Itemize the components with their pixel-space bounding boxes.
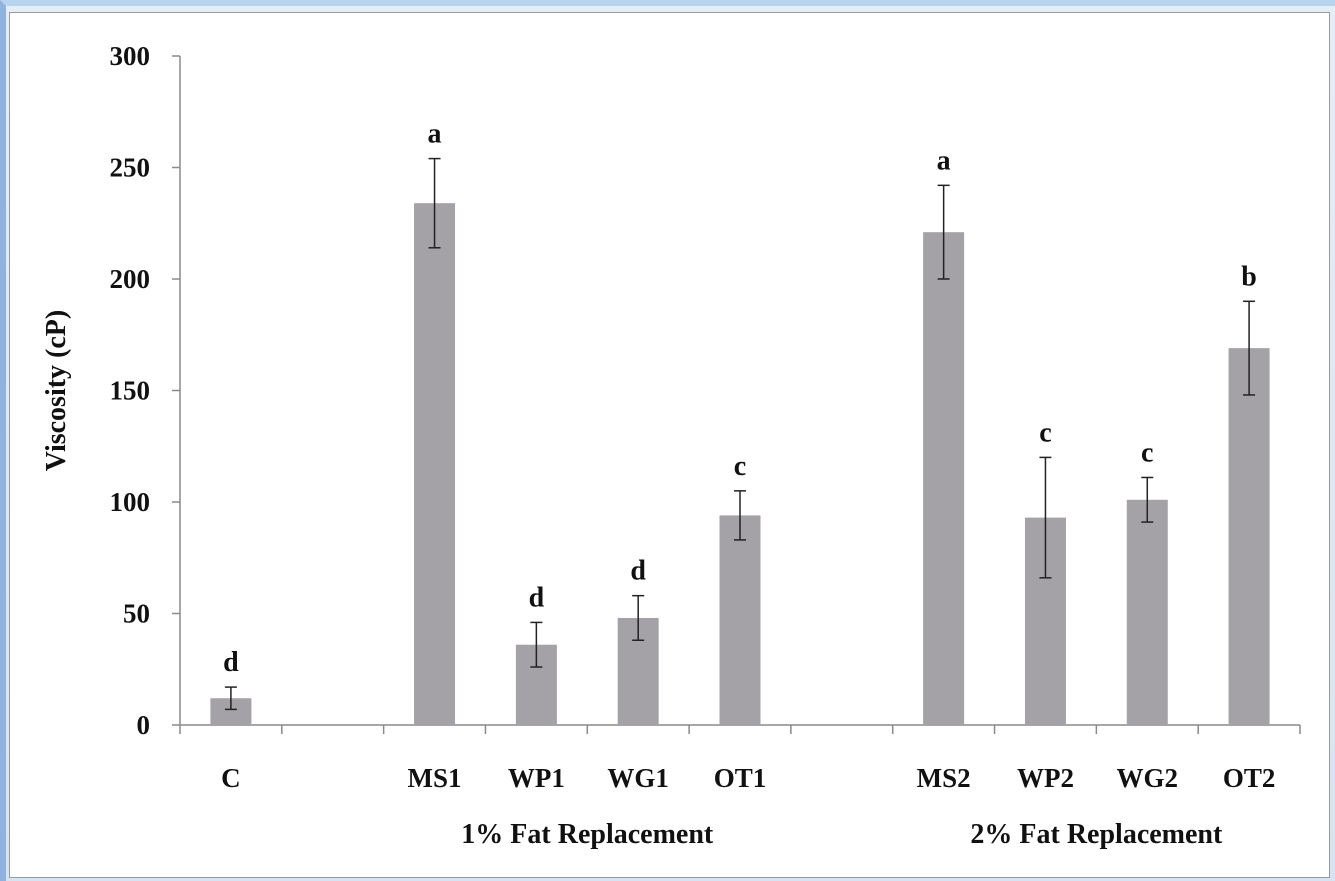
category-label: WP1 <box>508 763 565 793</box>
bar-wg2 <box>1126 499 1168 725</box>
significance-letter: b <box>1241 261 1257 292</box>
group-label-2: 2% Fat Replacement <box>970 819 1223 850</box>
significance-letter: c <box>1141 437 1153 468</box>
significance-letter: c <box>734 451 746 482</box>
y-tick-label: 200 <box>110 264 151 294</box>
category-label: OT1 <box>714 763 767 793</box>
category-label: C <box>221 763 241 793</box>
y-tick-label: 100 <box>110 487 151 517</box>
y-tick-label: 250 <box>110 153 151 183</box>
category-label: WG2 <box>1117 763 1179 793</box>
significance-letter: d <box>529 582 545 613</box>
bar-ms2 <box>923 232 965 726</box>
category-label: MS1 <box>408 763 462 793</box>
significance-letter: a <box>428 119 442 150</box>
bar-ot2 <box>1228 348 1270 725</box>
bar-chart: 0 50 100 150 200 250 300 Viscosity (cP) d Ca MS1 d W… <box>41 41 1301 850</box>
significance-letter: c <box>1039 417 1051 448</box>
category-label: MS2 <box>917 763 971 793</box>
significance-letter: d <box>223 647 239 678</box>
y-tick-label: 50 <box>123 599 150 629</box>
bar-ot1 <box>719 515 761 725</box>
category-label: WG1 <box>607 763 669 793</box>
y-tick-label: 150 <box>110 376 151 406</box>
y-tick-label: 0 <box>137 710 151 740</box>
y-axis-title: Viscosity (cP) <box>41 310 72 471</box>
significance-letter: a <box>937 145 951 176</box>
group-label-1: 1% Fat Replacement <box>461 819 714 850</box>
category-label: OT2 <box>1223 763 1276 793</box>
significance-letter: d <box>630 556 646 587</box>
bar-ms1 <box>414 203 456 725</box>
category-label: WP2 <box>1017 763 1074 793</box>
y-tick-label: 300 <box>110 41 151 71</box>
